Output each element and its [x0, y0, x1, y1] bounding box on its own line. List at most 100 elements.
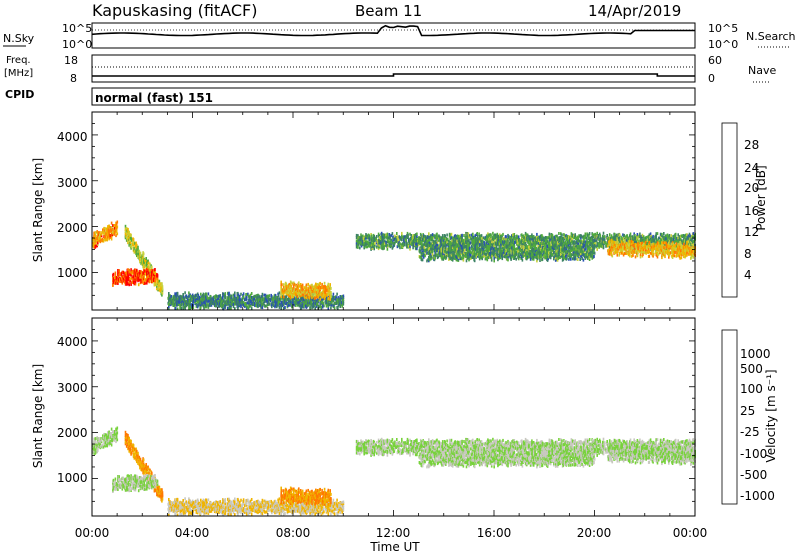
freq-trace — [92, 74, 695, 76]
power-cell — [407, 234, 409, 237]
power-cell — [522, 259, 524, 262]
nave-tick-bottom: 0 — [708, 72, 715, 85]
power-cell — [334, 306, 336, 309]
date-title: 14/Apr/2019 — [588, 2, 681, 20]
power-cell — [387, 248, 389, 251]
power-cell — [269, 303, 271, 306]
noise-panel: N.Sky 10^5 10^0 10^5 10^0 N.Search — [3, 22, 796, 51]
power-cell — [426, 244, 428, 247]
power-cell — [323, 304, 325, 307]
power-cell — [251, 307, 253, 310]
power-cell — [117, 225, 119, 228]
power-cell — [127, 228, 129, 231]
power-cell — [536, 233, 538, 236]
power-cell — [514, 245, 516, 248]
power-cell — [111, 238, 113, 241]
power-cell — [117, 221, 119, 224]
beam-title: Beam 11 — [355, 2, 422, 20]
power-cell — [246, 296, 248, 299]
power-cell — [200, 293, 202, 296]
station-title: Kapuskasing (fitACF) — [92, 1, 257, 20]
power-cell — [603, 245, 605, 248]
power-cell — [311, 296, 313, 299]
power-cell — [431, 245, 433, 248]
power-cell — [262, 293, 264, 296]
power-cell — [652, 235, 654, 238]
power-cell — [154, 268, 156, 271]
power-cell — [558, 232, 560, 235]
power-cell — [481, 245, 483, 248]
power-cell — [374, 242, 376, 245]
power-cell — [451, 233, 453, 236]
power-cell — [507, 258, 509, 261]
power-cell — [518, 235, 520, 238]
power-cell — [128, 231, 130, 234]
power-cell — [182, 293, 184, 296]
power-cell — [231, 295, 233, 298]
power-cell — [330, 287, 332, 290]
noise-right-tick-top: 10^5 — [708, 22, 738, 35]
mode-text: normal (fast) 151 — [95, 91, 213, 105]
power-cell — [302, 284, 304, 287]
power-panel: Slant Range [km] 4000 3000 2000 1000 Pow… — [31, 112, 768, 311]
power-cell — [630, 233, 632, 236]
cpid-label: CPID — [5, 88, 34, 101]
power-cell — [657, 232, 659, 235]
power-cell — [333, 293, 335, 296]
power-cell — [603, 232, 605, 235]
noise-trace — [92, 26, 695, 36]
power-cell — [234, 292, 236, 295]
power-cell — [148, 272, 150, 275]
power-cell — [319, 282, 321, 285]
freq-unit-label: [MHz] — [4, 68, 33, 79]
power-cell — [343, 295, 345, 298]
power-cell — [396, 232, 398, 235]
power-cell — [387, 233, 389, 236]
power-cell — [225, 292, 227, 295]
power-cell — [171, 295, 173, 298]
power-cell — [671, 234, 673, 237]
power-cell — [490, 234, 492, 237]
power-cell — [675, 233, 677, 236]
power-cell — [474, 259, 476, 262]
power-cell — [240, 293, 242, 296]
power-cell — [432, 250, 434, 253]
power-cell — [330, 295, 332, 298]
power-cell — [208, 292, 210, 295]
power-cell — [539, 244, 541, 247]
power-cell — [116, 229, 118, 232]
noise-search-label: N.Search — [746, 30, 796, 43]
nave-label: Nave — [748, 64, 776, 77]
power-cell — [609, 233, 611, 236]
power-cell — [492, 243, 494, 246]
power-cell — [175, 307, 177, 310]
power-cell — [424, 246, 426, 249]
power-cell — [663, 232, 665, 235]
noise-right-tick-bottom: 10^0 — [708, 38, 738, 51]
power-cell — [446, 234, 448, 237]
power-scatter — [92, 221, 696, 311]
power-cell — [502, 233, 504, 236]
power-cell — [503, 246, 505, 249]
power-cell — [145, 257, 147, 260]
power-cell — [392, 232, 394, 235]
power-cell — [409, 245, 411, 248]
power-cell — [422, 258, 424, 261]
power-cell — [336, 293, 338, 296]
power-cell — [143, 252, 145, 255]
power-cell — [586, 237, 588, 240]
power-cell — [157, 274, 159, 277]
power-cell — [151, 266, 153, 269]
power-cell — [279, 291, 281, 294]
power-cell — [639, 233, 641, 236]
power-cell — [278, 295, 280, 298]
power-cell — [251, 292, 253, 295]
power-cell — [138, 283, 140, 286]
power-cell — [600, 234, 602, 237]
power-cell — [133, 238, 135, 241]
power-cell — [324, 282, 326, 285]
power-cell — [149, 280, 151, 283]
power-cell — [161, 282, 163, 285]
freq-tick-top: 18 — [64, 54, 78, 67]
